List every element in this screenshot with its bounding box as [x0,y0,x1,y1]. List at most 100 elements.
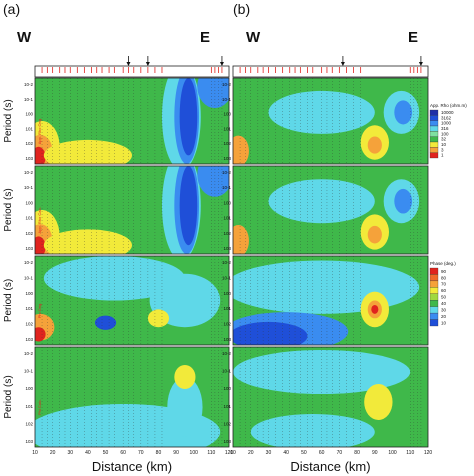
colorbar-tick: 10 [441,320,447,325]
west-orange [233,224,249,254]
y-tick-label: 102 [25,141,33,146]
colorbar-tick: 70 [441,282,447,287]
cyan-zone [268,179,375,224]
x-tick-label: 120 [225,450,234,456]
cyan-zone [268,90,375,134]
colorbar-cell [429,293,439,301]
x-tick-label: 20 [50,450,56,456]
y-tick-label: 100 [223,386,231,391]
colorbar-tick: 90 [441,269,447,274]
x-tick-label: 100 [388,450,397,456]
panel-frame [34,346,230,448]
y-tick-label: 10-1 [222,275,232,280]
x-tick-label: 80 [354,450,360,456]
colorbar-tick: 1 [441,153,444,158]
y-tick-label: 10-1 [222,185,232,190]
colorbar-tick: 30 [441,308,447,313]
y-tick-label: 102 [223,141,231,146]
colorbar-tick: 100 [441,131,449,136]
x-tick-label: 60 [120,450,126,456]
panel-frame [34,77,230,165]
colorbar-cell [429,141,439,148]
panel-a-row-4 [35,347,229,447]
y-tick-label: 103 [25,337,33,342]
orange-zone [367,225,382,244]
x-tick-label: 100 [190,450,199,456]
panel-a-row-1 [35,78,229,164]
arrow-head [219,62,224,66]
x-tick-label: 30 [266,450,272,456]
x-tick-label: 90 [173,450,179,456]
panel-frame [232,346,429,448]
x-tick-label: 70 [138,450,144,456]
y-tick-label: 10-2 [222,351,232,356]
y-tick-label: 103 [223,246,231,251]
colorbar-cell [429,152,439,159]
blue-core [233,321,308,345]
colorbar-cell [429,306,439,314]
colorbar-cell [429,319,439,327]
y-tick-label: 102 [223,231,231,236]
y-tick-label: 10-2 [222,82,232,87]
panel-b-label: (b) [233,1,250,17]
colorbar-cell [429,267,439,275]
panel-a-row-2 [35,166,229,254]
east-top-zone [197,166,229,197]
colorbar-cell [429,125,439,132]
y-tick-label: 10-1 [24,185,34,190]
arrow-head [418,62,423,66]
y-tick-label: 100 [223,291,231,296]
east-label: E [200,29,210,46]
colorbar-cell [429,274,439,282]
panel-a-label: (a) [3,1,20,17]
y-tick-label: 10-2 [24,82,34,87]
y-tick-label: 100 [223,200,231,205]
y-tick-label: 101 [25,306,33,311]
red-core [371,304,379,314]
colorbar-tick: 50 [441,295,447,300]
row-label: App. Rho Calc. [37,207,42,234]
x-tick-label: 40 [85,450,91,456]
cyan-band [43,256,185,301]
panel-b-row-1 [233,78,428,164]
y-tick-label: 10-1 [24,275,34,280]
y-tick-label: 103 [25,246,33,251]
west-red [35,327,46,342]
colorbar-tick: 3162 [441,115,452,120]
y-tick-label: 100 [25,291,33,296]
y-tick-label: 101 [223,126,231,131]
y-tick-label: 100 [25,112,33,117]
west-red [35,236,46,254]
small-yellow [147,309,170,328]
west-orange [233,135,249,164]
cyan-band [250,414,375,447]
colorbar-tick: 80 [441,275,447,280]
x-tick-label: 20 [248,450,254,456]
x-tick-label: 50 [301,450,307,456]
panel-b-row-2 [233,166,428,254]
colorbar-tick: 32 [441,137,447,142]
y-axis-title: Period (s) [3,375,14,418]
panel-frame [232,255,429,346]
colorbar-cell [429,280,439,288]
blue-zone [394,188,413,214]
y-tick-label: 103 [223,439,231,444]
y-tick-label: 101 [25,126,33,131]
y-tick-label: 10-2 [222,260,232,265]
yellow-zone [364,384,393,420]
panel-a-row-3 [35,256,229,345]
y-tick-label: 10-1 [222,369,232,374]
y-axis-title: Period (s) [3,279,14,322]
y-tick-label: 100 [223,112,231,117]
small-blue [94,315,117,330]
y-tick-label: 101 [223,306,231,311]
x-tick-label: 80 [156,450,162,456]
colorbar-cell [429,312,439,320]
colorbar-tick: 20 [441,314,447,319]
x-tick-label: 110 [406,450,414,456]
cyan-zone [167,377,203,437]
colorbar-cell [429,131,439,137]
east-top-zone [197,78,229,109]
y-tick-label: 101 [25,404,33,409]
colorbar-cell [429,120,439,127]
